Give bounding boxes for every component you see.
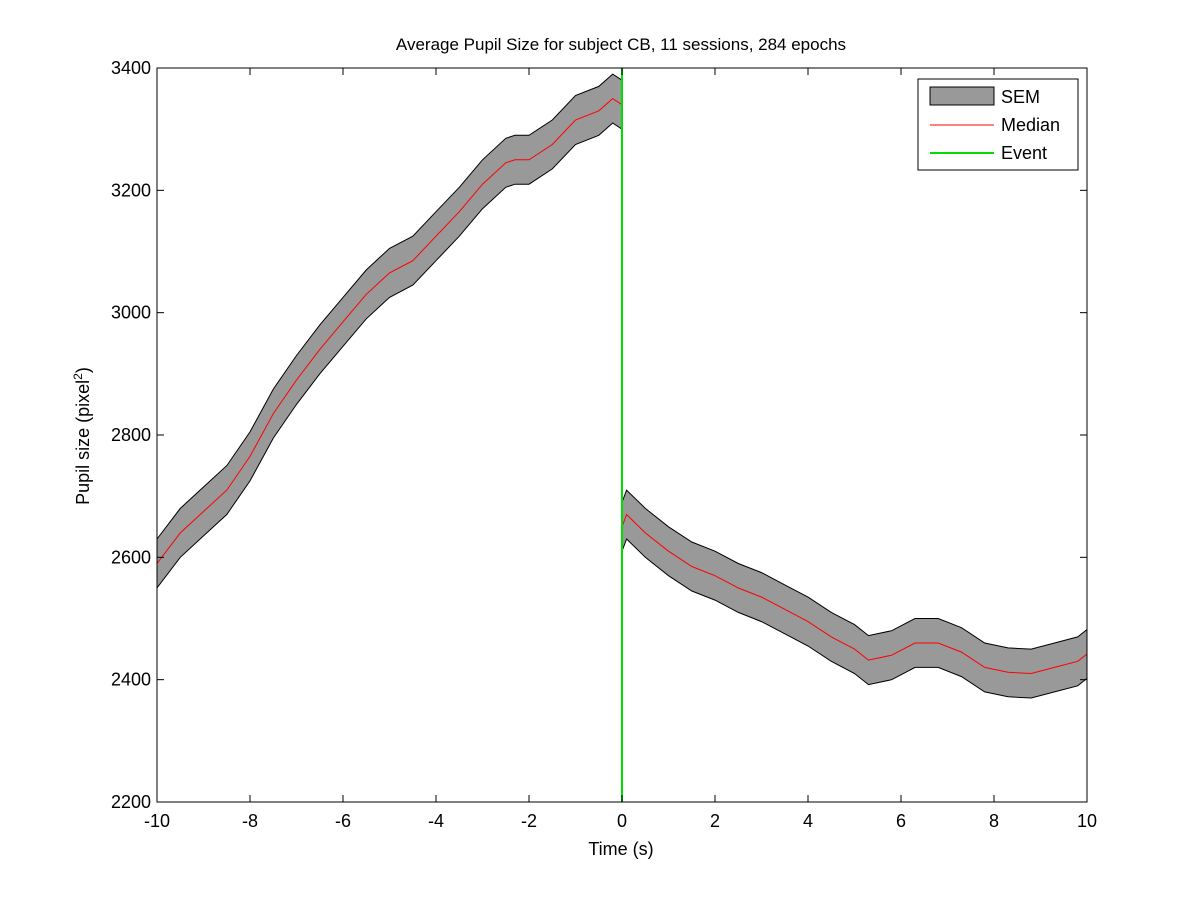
median-lines: [156, 97, 1088, 675]
y-axis-ticks: 2200 2400 2600 2800 3000 3200 3400: [111, 58, 1087, 812]
y-axis-label-suffix: ): [73, 367, 93, 373]
legend: SEM Median Event: [917, 78, 1079, 171]
plot-area: -10 -8 -6 -4 -2 0 2 4 6 8 10 2200 2400 2600 2800 3000 3…: [111, 58, 1097, 831]
y-axis-label-superscript: 2: [71, 373, 85, 380]
x-tick-label: -6: [335, 811, 351, 831]
y-tick-label: 3200: [111, 180, 151, 200]
x-tick-label: 0: [617, 811, 627, 831]
x-tick-label: -10: [144, 811, 170, 831]
y-axis-label: Pupil size (pixel2): [71, 367, 93, 505]
median-line-segment-1: [156, 97, 623, 564]
y-tick-label: 2400: [111, 670, 151, 690]
median-line-segment-2: [621, 513, 1088, 675]
x-axis-ticks: -10 -8 -6 -4 -2 0 2 4 6 8 10: [144, 68, 1097, 831]
x-tick-label: -4: [428, 811, 444, 831]
x-tick-label: 4: [803, 811, 813, 831]
y-axis-label-main: Pupil size (pixel: [73, 380, 93, 505]
x-tick-label: 8: [989, 811, 999, 831]
legend-swatch-sem: [929, 86, 995, 106]
y-tick-label: 2600: [111, 547, 151, 567]
x-tick-label: -2: [521, 811, 537, 831]
x-tick-label: -8: [242, 811, 258, 831]
y-tick-label: 3000: [111, 303, 151, 323]
y-tick-label: 3400: [111, 58, 151, 78]
x-tick-label: 6: [896, 811, 906, 831]
legend-label-event: Event: [1001, 143, 1047, 163]
x-tick-label: 2: [710, 811, 720, 831]
x-axis-label: Time (s): [588, 839, 653, 859]
y-tick-label: 2200: [111, 792, 151, 812]
legend-label-median: Median: [1001, 115, 1060, 135]
y-tick-label: 2800: [111, 425, 151, 445]
chart-title: Average Pupil Size for subject CB, 11 se…: [396, 35, 846, 54]
legend-label-sem: SEM: [1001, 87, 1040, 107]
x-tick-label: 10: [1077, 811, 1097, 831]
